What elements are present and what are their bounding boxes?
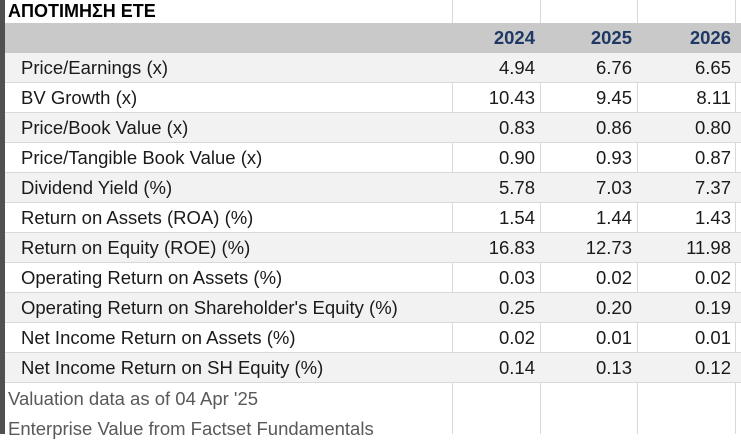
value-cell[interactable]: 6.76 bbox=[595, 57, 632, 78]
left-border bbox=[0, 0, 5, 434]
value-cell[interactable]: 0.20 bbox=[595, 297, 632, 318]
value-cell[interactable]: 5.78 bbox=[498, 177, 535, 198]
value-cell[interactable]: 0.02 bbox=[595, 267, 632, 288]
value-cell[interactable]: 0.83 bbox=[498, 117, 535, 138]
value-cell[interactable]: 16.83 bbox=[488, 237, 535, 258]
table-row: Operating Return on Shareholder's Equity… bbox=[5, 293, 741, 323]
row-label[interactable]: BV Growth (x) bbox=[21, 87, 138, 108]
value-cell[interactable]: 9.45 bbox=[595, 87, 632, 108]
year-header-2024[interactable]: 2024 bbox=[493, 27, 535, 48]
row-label[interactable]: Price/Earnings (x) bbox=[21, 57, 169, 78]
value-cell[interactable]: 0.12 bbox=[694, 357, 731, 378]
table-row: Price/Earnings (x) 4.94 6.76 6.65 bbox=[5, 53, 741, 83]
value-cell[interactable]: 7.37 bbox=[694, 177, 731, 198]
valuation-date-note[interactable]: Valuation data as of 04 Apr '25 bbox=[8, 388, 259, 409]
table-row: Net Income Return on SH Equity (%) 0.14 … bbox=[5, 353, 741, 383]
value-cell[interactable]: 1.44 bbox=[595, 207, 632, 228]
value-cell[interactable]: 0.19 bbox=[694, 297, 731, 318]
sheet-title: ΑΠΟΤΙΜΗΣΗ ΕΤΕ bbox=[8, 1, 156, 21]
value-cell[interactable]: 1.54 bbox=[498, 207, 535, 228]
value-cell[interactable]: 0.86 bbox=[595, 117, 632, 138]
value-cell[interactable]: 10.43 bbox=[488, 87, 535, 108]
table-row: BV Growth (x) 10.43 9.45 8.11 bbox=[5, 83, 741, 113]
year-header-row: 2024 2025 2026 bbox=[5, 23, 741, 53]
table-row: Price/Tangible Book Value (x) 0.90 0.93 … bbox=[5, 143, 741, 173]
source-note[interactable]: Enterprise Value from Factset Fundamenta… bbox=[8, 418, 374, 439]
value-cell[interactable]: 0.25 bbox=[498, 297, 535, 318]
value-cell[interactable]: 0.02 bbox=[694, 267, 731, 288]
table-row: Return on Equity (ROE) (%) 16.83 12.73 1… bbox=[5, 233, 741, 263]
value-cell[interactable]: 8.11 bbox=[696, 87, 731, 108]
row-label[interactable]: Price/Book Value (x) bbox=[21, 117, 189, 138]
valuation-table: 2024 2025 2026 Price/Earnings (x) 4.94 6… bbox=[5, 23, 741, 383]
row-label[interactable]: Return on Equity (ROE) (%) bbox=[21, 237, 251, 258]
row-label[interactable]: Return on Assets (ROA) (%) bbox=[21, 207, 254, 228]
row-label[interactable]: Operating Return on Shareholder's Equity… bbox=[21, 297, 398, 318]
value-cell[interactable]: 6.65 bbox=[694, 57, 731, 78]
row-label[interactable]: Net Income Return on Assets (%) bbox=[21, 327, 296, 348]
value-cell[interactable]: 0.01 bbox=[694, 327, 731, 348]
value-cell[interactable]: 0.03 bbox=[498, 267, 535, 288]
value-cell[interactable]: 0.93 bbox=[595, 147, 632, 168]
year-header-2026[interactable]: 2026 bbox=[689, 27, 731, 48]
value-cell[interactable]: 0.13 bbox=[595, 357, 632, 378]
value-cell[interactable]: 1.43 bbox=[694, 207, 731, 228]
value-cell[interactable]: 0.80 bbox=[694, 117, 731, 138]
value-cell[interactable]: 0.14 bbox=[498, 357, 535, 378]
value-cell[interactable]: 12.73 bbox=[585, 237, 632, 258]
table-row: Operating Return on Assets (%) 0.03 0.02… bbox=[5, 263, 741, 293]
value-cell[interactable]: 0.01 bbox=[595, 327, 632, 348]
table-row: Dividend Yield (%) 5.78 7.03 7.37 bbox=[5, 173, 741, 203]
value-cell[interactable]: 11.98 bbox=[686, 237, 731, 258]
row-label[interactable]: Net Income Return on SH Equity (%) bbox=[21, 357, 324, 378]
table-row: Return on Assets (ROA) (%) 1.54 1.44 1.4… bbox=[5, 203, 741, 233]
value-cell[interactable]: 0.02 bbox=[498, 327, 535, 348]
value-cell[interactable]: 0.90 bbox=[498, 147, 535, 168]
table-row: Net Income Return on Assets (%) 0.02 0.0… bbox=[5, 323, 741, 353]
table-row: Price/Book Value (x) 0.83 0.86 0.80 bbox=[5, 113, 741, 143]
row-label[interactable]: Dividend Yield (%) bbox=[21, 177, 173, 198]
value-cell[interactable]: 0.87 bbox=[694, 147, 731, 168]
row-label[interactable]: Operating Return on Assets (%) bbox=[21, 267, 283, 288]
value-cell[interactable]: 4.94 bbox=[498, 57, 535, 78]
row-label[interactable]: Price/Tangible Book Value (x) bbox=[21, 147, 263, 168]
value-cell[interactable]: 7.03 bbox=[595, 177, 632, 198]
year-header-2025[interactable]: 2025 bbox=[590, 27, 632, 48]
